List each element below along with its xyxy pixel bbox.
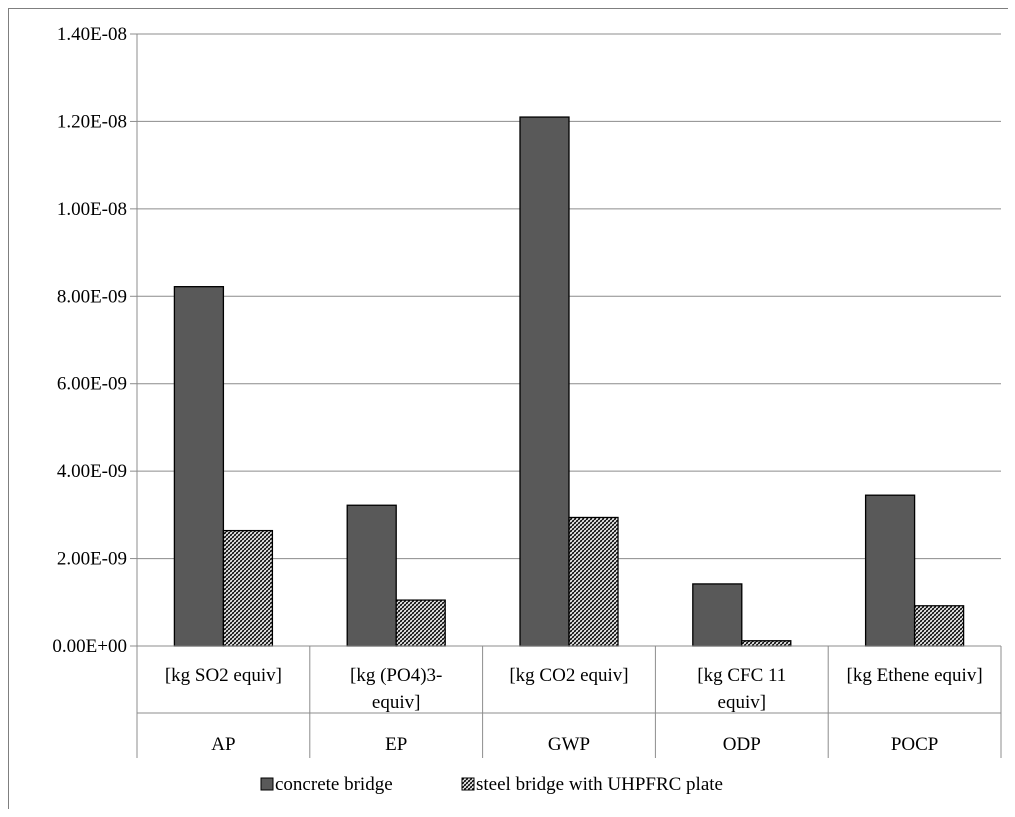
category-name-label: AP bbox=[211, 734, 235, 755]
category-unit-label: [kg Ethene equiv] bbox=[847, 665, 983, 686]
legend-swatch bbox=[260, 777, 274, 791]
y-tick-label: 4.00E-09 bbox=[57, 461, 127, 482]
y-tick-label: 2.00E-09 bbox=[57, 549, 127, 570]
bar-pocp-concrete bbox=[864, 494, 916, 647]
category-unit-label: [kg CFC 11 bbox=[697, 665, 786, 686]
category-unit-label: equiv] bbox=[718, 692, 767, 713]
y-tick-label: 1.00E-08 bbox=[57, 199, 127, 220]
y-tick-label: 6.00E-09 bbox=[57, 374, 127, 395]
category-name-label: EP bbox=[385, 734, 407, 755]
bar-ap-concrete bbox=[173, 286, 225, 647]
bar-gwp-concrete bbox=[519, 116, 570, 647]
y-tick-label: 1.20E-08 bbox=[57, 111, 127, 132]
bar-odp-concrete bbox=[692, 583, 743, 647]
category-unit-label: [kg (PO4)3- bbox=[350, 665, 442, 686]
y-tick-label: 1.40E-08 bbox=[57, 24, 127, 45]
legend-label: steel bridge with UHPFRC plate bbox=[476, 774, 723, 795]
bar-pocp-steel bbox=[913, 605, 965, 647]
bar-chart: 0.00E+00 2.00E-09 4.00E-09 6.00E-09 8.00E-09… bbox=[52, 24, 1002, 795]
y-tick-label: 0.00E+00 bbox=[52, 636, 127, 657]
legend-swatch bbox=[461, 777, 475, 791]
chart-frame: 0.00E+00 2.00E-09 4.00E-09 6.00E-09 8.00E-09… bbox=[8, 8, 1008, 809]
category-name-label: POCP bbox=[891, 734, 939, 755]
category-unit-label: equiv] bbox=[372, 692, 421, 713]
category-unit-label: [kg SO2 equiv] bbox=[165, 665, 282, 686]
category-name-label: ODP bbox=[723, 734, 761, 755]
bar-ep-concrete bbox=[346, 504, 397, 647]
bar-odp-steel bbox=[741, 640, 792, 647]
bar-ap-steel bbox=[222, 529, 274, 647]
legend-label: concrete bridge bbox=[275, 774, 393, 795]
category-unit-label: [kg CO2 equiv] bbox=[509, 665, 628, 686]
y-tick-label: 8.00E-09 bbox=[57, 286, 127, 307]
category-name-label: GWP bbox=[548, 734, 590, 755]
bar-ep-steel bbox=[395, 599, 446, 647]
bar-gwp-steel bbox=[568, 516, 619, 647]
legend: concrete bridge steel bridge with UHPFRC … bbox=[260, 774, 723, 795]
